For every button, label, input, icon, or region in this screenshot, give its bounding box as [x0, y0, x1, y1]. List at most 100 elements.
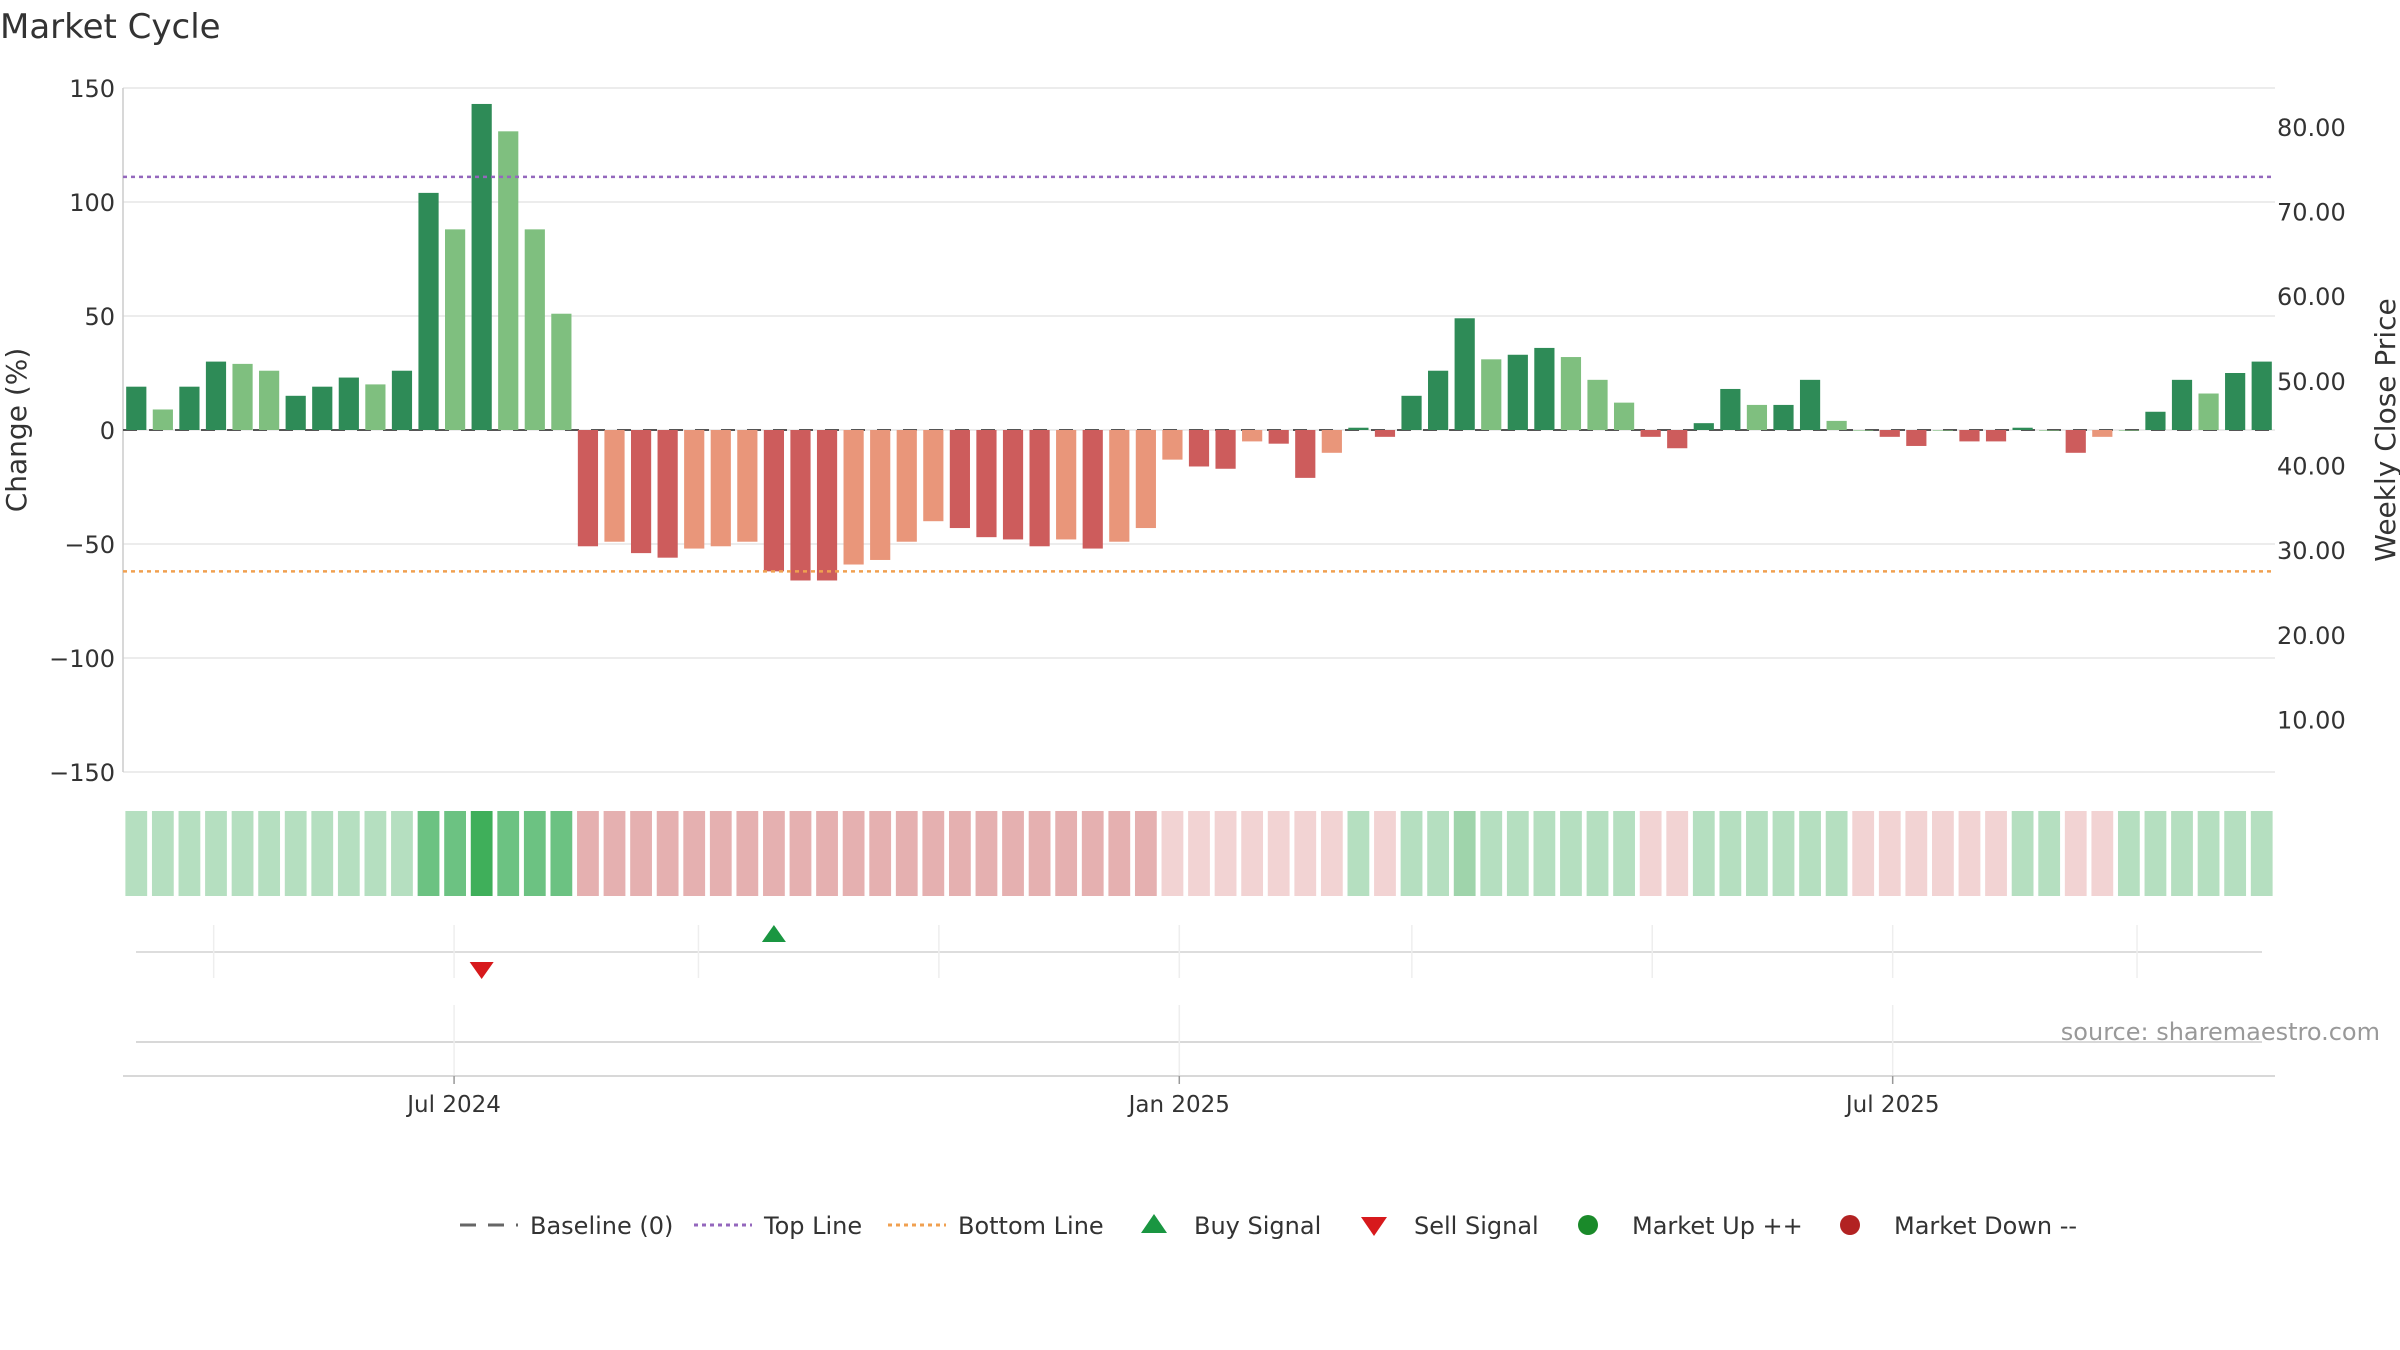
cycle-cell — [2091, 811, 2114, 896]
cycle-cell — [842, 811, 865, 896]
cycle-cell — [1746, 811, 1768, 896]
change-bar — [1029, 430, 1050, 547]
change-bar — [2039, 430, 2060, 431]
change-bar — [1799, 379, 1821, 430]
change-bar — [1985, 430, 2007, 442]
legend-label: Market Down -- — [1894, 1212, 2077, 1240]
y2-tick-label: 80.00 — [2277, 114, 2346, 142]
cycle-cell — [948, 811, 971, 896]
legend-sell-signal-icon — [1361, 1217, 1387, 1236]
change-bar — [418, 192, 439, 430]
y-tick-label: −50 — [64, 531, 115, 559]
change-bar — [604, 430, 625, 542]
change-bar — [816, 430, 838, 581]
change-bar — [1454, 318, 1475, 430]
change-bar — [790, 430, 811, 581]
cycle-cell — [151, 811, 174, 896]
change-bar — [1135, 430, 1156, 529]
legend-label: Baseline (0) — [530, 1212, 673, 1240]
cycle-cell — [1002, 811, 1024, 896]
cycle-cell — [178, 811, 201, 896]
change-bar — [1401, 395, 1422, 430]
cycle-cell — [231, 811, 254, 896]
change-bar — [577, 430, 599, 547]
cycle-cell — [736, 811, 759, 896]
cycle-cell — [2038, 811, 2061, 896]
change-bar — [2118, 430, 2139, 431]
y-tick-label: 50 — [84, 303, 115, 331]
change-bar — [1534, 347, 1555, 430]
cycle-cell — [1506, 811, 1529, 896]
change-bar — [1720, 388, 1741, 430]
change-bar — [1321, 430, 1342, 453]
y2-tick-label: 40.00 — [2277, 453, 2346, 481]
change-bar — [1481, 359, 1502, 430]
cycle-cell — [1267, 811, 1290, 896]
y-tick-label: 100 — [69, 189, 115, 217]
signal-panel — [136, 925, 2262, 979]
change-bar — [1693, 423, 1714, 430]
change-bar — [1215, 430, 1236, 469]
legend-market-down-icon — [1840, 1215, 1860, 1235]
cycle-cell — [1852, 811, 1875, 896]
change-bar — [312, 386, 333, 430]
change-bar — [896, 430, 917, 542]
cycle-cell — [1719, 811, 1742, 896]
cycle-cell — [1241, 811, 1264, 896]
cycle-strip — [125, 811, 2273, 896]
cycle-cell — [1214, 811, 1237, 896]
chart-title: Market Cycle — [0, 7, 221, 47]
change-bar — [1853, 430, 1874, 431]
change-bar — [1560, 357, 1582, 430]
change-bar — [1056, 430, 1077, 540]
cycle-cell — [125, 811, 148, 896]
y-tick-label: 150 — [69, 75, 115, 103]
change-bar — [1826, 420, 1847, 430]
cycle-cell — [1108, 811, 1131, 896]
cycle-cell — [284, 811, 307, 896]
x-tick-label: Jul 2025 — [1844, 1092, 1940, 1118]
cycle-cell — [2144, 811, 2167, 896]
y2-tick-label: 50.00 — [2277, 368, 2346, 396]
cycle-cell — [1347, 811, 1370, 896]
cycle-cell — [2011, 811, 2034, 896]
legend-label: Market Up ++ — [1632, 1212, 1803, 1240]
change-bar — [1374, 430, 1396, 437]
change-bar — [870, 430, 891, 560]
change-bar — [2225, 373, 2246, 430]
change-bar — [843, 430, 864, 565]
y2-tick-label: 60.00 — [2277, 283, 2346, 311]
cycle-cell — [1905, 811, 1928, 896]
y2-tick-label: 20.00 — [2277, 622, 2346, 650]
change-bar — [179, 386, 200, 430]
cycle-cell — [311, 811, 334, 896]
change-bar — [551, 313, 572, 430]
cycle-cell — [1825, 811, 1848, 896]
y-axis-label: Change (%) — [0, 348, 33, 513]
change-bar — [391, 370, 413, 430]
cycle-cell — [258, 811, 281, 896]
change-bar — [2198, 393, 2219, 430]
cycle-cell — [550, 811, 573, 896]
change-bar — [1746, 404, 1768, 430]
change-bar — [126, 386, 147, 430]
cycle-cell — [417, 811, 440, 896]
x-tick-label: Jan 2025 — [1127, 1092, 1230, 1118]
legend-label: Bottom Line — [958, 1212, 1104, 1240]
change-bar — [763, 430, 785, 572]
cycle-cell — [1985, 811, 2007, 896]
main-panel: 150 100 50 0 −50 −100 −150 80.00 70.00 60.00 50.00… — [49, 75, 2346, 787]
y2-tick-label: 10.00 — [2277, 707, 2346, 735]
change-bar — [498, 131, 519, 430]
cycle-cell — [869, 811, 892, 896]
cycle-cell — [205, 811, 227, 896]
change-bar — [1295, 430, 1316, 478]
cycle-cell — [1081, 811, 1104, 896]
y-tick-label: −150 — [49, 759, 115, 787]
change-bar — [710, 430, 731, 547]
change-bar — [2145, 411, 2166, 430]
change-bar — [1507, 354, 1528, 430]
cycle-cell — [2064, 811, 2087, 896]
cycle-cell — [1294, 811, 1317, 896]
